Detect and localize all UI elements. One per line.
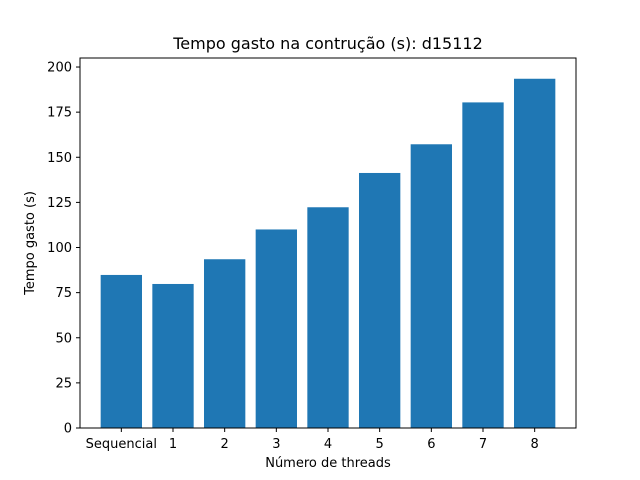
y-tick-label: 100 [47,241,72,256]
y-tick-label: 25 [55,376,72,391]
x-tick-label: 3 [272,437,280,452]
y-tick-label: 0 [64,422,72,437]
y-tick-label: 150 [47,151,72,166]
y-axis-label: Tempo gasto (s) [23,191,38,296]
bar-4 [307,207,349,428]
y-tick-label: 200 [47,61,72,76]
x-axis-label: Número de threads [265,456,391,471]
x-tick-label: 4 [324,437,332,452]
y-tick-label: 50 [55,331,72,346]
x-tick-label: 8 [531,437,539,452]
x-tick-label: Sequencial [86,437,157,452]
chart-title: Tempo gasto na contrução (s): d15112 [172,34,483,53]
y-tick-label: 125 [47,196,72,211]
bar-3 [255,229,297,428]
y-axis-ticks: 0 25 50 75 100 125 150 175 200 [47,61,80,437]
bar-2 [204,259,246,428]
x-axis-ticks: Sequencial 1 2 3 4 5 6 7 8 [86,428,539,452]
bar-0 [100,274,142,428]
bars-group [100,78,556,429]
bar-5 [359,172,401,428]
x-tick-label: 6 [427,437,435,452]
bar-1 [152,283,194,428]
y-tick-label: 175 [47,106,72,121]
x-tick-label: 1 [169,437,177,452]
bar-8 [514,78,556,428]
bar-6 [410,144,452,428]
x-tick-label: 7 [479,437,487,452]
plot-frame [79,57,577,429]
y-tick-label: 75 [55,286,72,301]
x-tick-label: 5 [376,437,384,452]
bar-7 [462,102,504,429]
x-tick-label: 2 [221,437,229,452]
